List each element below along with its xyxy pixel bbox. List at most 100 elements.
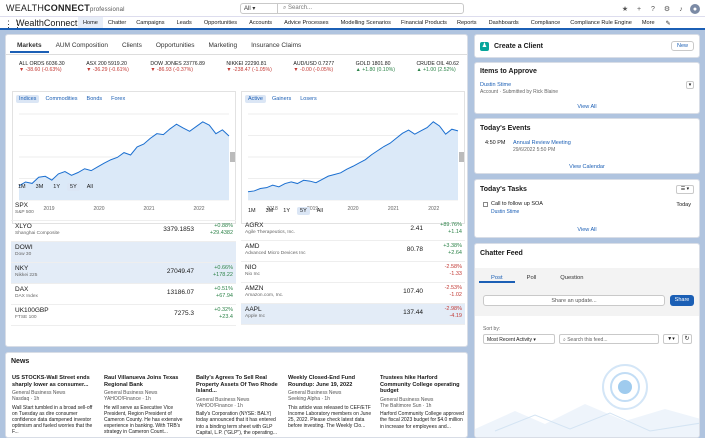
nav-item-compliance-rule-engine[interactable]: Compliance Rule Engine <box>570 20 632 26</box>
chart-tab-commodities[interactable]: Commodities <box>45 96 78 102</box>
approve-item-link[interactable]: Dustin Stime <box>480 82 512 88</box>
chart-scroll-handle[interactable] <box>230 152 235 162</box>
chatter-tab-post[interactable]: Post <box>479 275 515 283</box>
nav-item-campaigns[interactable]: Campaigns <box>136 20 165 26</box>
news-headline[interactable]: Trustees hike Harford Community College … <box>380 375 460 395</box>
table-row[interactable]: AGRX Agile Therapeutics, Inc. 2.41 +89.76% +… <box>241 220 465 241</box>
chart-tab-bonds[interactable]: Bonds <box>86 96 103 102</box>
tab-clients[interactable]: Clients <box>121 42 142 49</box>
favorites-icon[interactable]: ★ <box>621 6 629 13</box>
table-row[interactable]: DAX DAX Index 13186.07 +0.51% +67.94 <box>11 284 236 305</box>
ticker-price: 40.62 <box>445 61 459 67</box>
chart-tab-indices[interactable]: Indices <box>16 95 40 103</box>
chatter-tab-question[interactable]: Question <box>560 275 584 281</box>
view-calendar-link[interactable]: View Calendar <box>569 164 605 170</box>
global-search[interactable]: All ▾ ⌕ Search... <box>240 3 464 14</box>
table-row[interactable]: SPX S&P 500 <box>11 200 236 221</box>
chevron-down-icon[interactable]: ▾ <box>686 81 694 89</box>
table-row[interactable]: AMZN Amazon.com, Inc. 107.40 -2.53% -1.02 <box>241 283 465 304</box>
nav-item-accounts[interactable]: Accounts <box>249 20 273 26</box>
table-row[interactable]: DOWI Dow 30 <box>11 242 236 263</box>
nav-item-financial-products[interactable]: Financial Products <box>400 20 447 26</box>
nav-item-leads[interactable]: Leads <box>176 20 192 26</box>
chart-tab-gainers[interactable]: Gainers <box>271 96 292 102</box>
tasks-view-all-link[interactable]: View All <box>577 227 597 233</box>
news-headline[interactable]: Weekly Closed-End Fund Roundup: June 19,… <box>288 375 356 388</box>
table-row[interactable]: AAPL Apple Inc 137.44 -2.98% -4.19 <box>241 304 465 325</box>
event-link[interactable]: Annual Review Meeting <box>513 140 571 146</box>
app-launcher-icon[interactable]: ⋮⋮ <box>4 19 22 29</box>
news-item[interactable]: Raul Villanueva Joins Texas Regional Ban… <box>104 375 189 437</box>
bell-icon[interactable]: ♪ <box>679 5 683 13</box>
feed-search-input[interactable]: ⌕ Search this feed... <box>559 334 659 344</box>
range-button-1m[interactable]: 1M <box>18 184 26 190</box>
range-button-1m[interactable]: 1M <box>248 208 256 214</box>
range-button-3m[interactable]: 3M <box>35 184 44 190</box>
news-item[interactable]: Bally's Agrees To Sell Real Property Ass… <box>196 375 281 437</box>
table-row[interactable]: AMD Advanced Micro Devices Inc 80.78 +3.38%… <box>241 241 465 262</box>
chart-tab-losers[interactable]: Losers <box>300 96 317 102</box>
feed-filter-icon[interactable]: ▼▾ <box>663 334 679 344</box>
nav-item-modelling-scenarios[interactable]: Modelling Scenarios <box>340 20 391 26</box>
event-time: 4:50 PM <box>485 140 506 146</box>
search-scope-select[interactable]: All ▾ <box>241 4 278 13</box>
filter-dropdown[interactable]: ☰ ▾ <box>676 185 694 194</box>
table-row[interactable]: NIO Nio Inc -2.58% -1.33 <box>241 262 465 283</box>
tab-markets[interactable]: Markets <box>10 42 49 53</box>
table-row[interactable]: NKY Nikkei 225 27049.47 +0.66% +178.22 <box>11 263 236 284</box>
nav-item-compliance[interactable]: Compliance <box>530 20 561 26</box>
share-update-input[interactable]: Share an update... <box>483 295 665 306</box>
row-value: 107.40 <box>403 288 423 295</box>
task-who-link[interactable]: Dustin Stime <box>491 209 520 215</box>
refresh-icon[interactable]: ↻ <box>682 334 692 344</box>
share-button[interactable]: Share <box>670 295 694 306</box>
news-headline[interactable]: Raul Villanueva Joins Texas Regional Ban… <box>104 375 179 388</box>
sort-select[interactable]: Most Recent Activity ▾ <box>483 334 555 344</box>
news-headline[interactable]: Bally's Agrees To Sell Real Property Ass… <box>196 375 278 395</box>
setup-icon[interactable]: ? <box>651 5 655 13</box>
chart-tab-forex[interactable]: Forex <box>111 96 126 102</box>
nav-item-dashboards[interactable]: Dashboards <box>488 20 519 26</box>
row-change: +0.32% +23.4 <box>214 307 233 320</box>
tab-insurance-claims[interactable]: Insurance Claims <box>251 42 302 49</box>
x-tick-label: 2019 <box>43 206 54 212</box>
chatter-tab-poll[interactable]: Poll <box>526 275 537 281</box>
range-button-3m[interactable]: 3M <box>265 208 274 214</box>
chart-scroll-handle[interactable] <box>459 152 464 162</box>
range-button-1y[interactable]: 1Y <box>283 208 291 214</box>
nav-item-advice-processes[interactable]: Advice Processes <box>284 20 329 26</box>
app-logo[interactable]: WEALTHCONNECTprofessional <box>6 3 125 13</box>
tab-marketing[interactable]: Marketing <box>208 42 238 49</box>
approve-view-all-link[interactable]: View All <box>577 104 597 110</box>
avatar[interactable]: ● <box>690 4 700 14</box>
ticker-change: -36.29 (-0.61%) <box>92 67 129 74</box>
table-row[interactable]: UK100GBP FTSE 100 7275.3 +0.32% +23.4 <box>11 305 236 326</box>
range-button-5y[interactable]: 5Y <box>67 183 80 191</box>
tab-aum-composition[interactable]: AUM Composition <box>55 42 108 49</box>
gear-icon[interactable]: ⚙ <box>663 6 671 13</box>
task-checkbox[interactable] <box>483 202 488 207</box>
search-input[interactable]: ⌕ Search... <box>283 5 313 11</box>
edit-nav-icon[interactable]: ✎ <box>665 21 671 27</box>
add-icon[interactable]: + <box>636 5 642 13</box>
nav-item-reports[interactable]: Reports <box>456 20 477 26</box>
tab-opportunities[interactable]: Opportunities <box>155 42 195 49</box>
news-item[interactable]: Trustees hike Harford Community College … <box>380 375 465 437</box>
series-line <box>18 121 230 187</box>
news-item[interactable]: US STOCKS-Wall Street ends sharply lower… <box>12 375 97 437</box>
range-button-1y[interactable]: 1Y <box>53 184 61 190</box>
nav-item-home[interactable]: Home <box>78 17 103 30</box>
news-item[interactable]: Weekly Closed-End Fund Roundup: June 19,… <box>288 375 373 437</box>
nav-item-chatter[interactable]: Chatter <box>107 20 127 26</box>
table-row[interactable]: XLYO Shanghai Composite 3379.1853 +0.88% +29… <box>11 221 236 242</box>
nav-item-more[interactable]: More <box>641 20 655 26</box>
news-headline[interactable]: US STOCKS-Wall Street ends sharply lower… <box>12 375 90 388</box>
event-date: 29/6/2022 5:50 PM <box>513 147 556 153</box>
range-button-all[interactable]: All <box>316 208 323 214</box>
chart-tab-active[interactable]: Active <box>245 95 266 103</box>
nav-item-opportunities[interactable]: Opportunities <box>203 20 238 26</box>
arrow-down-icon: ▼ <box>19 67 26 74</box>
new-client-button[interactable]: New <box>670 41 694 51</box>
range-button-5y[interactable]: 5Y <box>297 207 310 215</box>
range-button-all[interactable]: All <box>86 184 93 190</box>
